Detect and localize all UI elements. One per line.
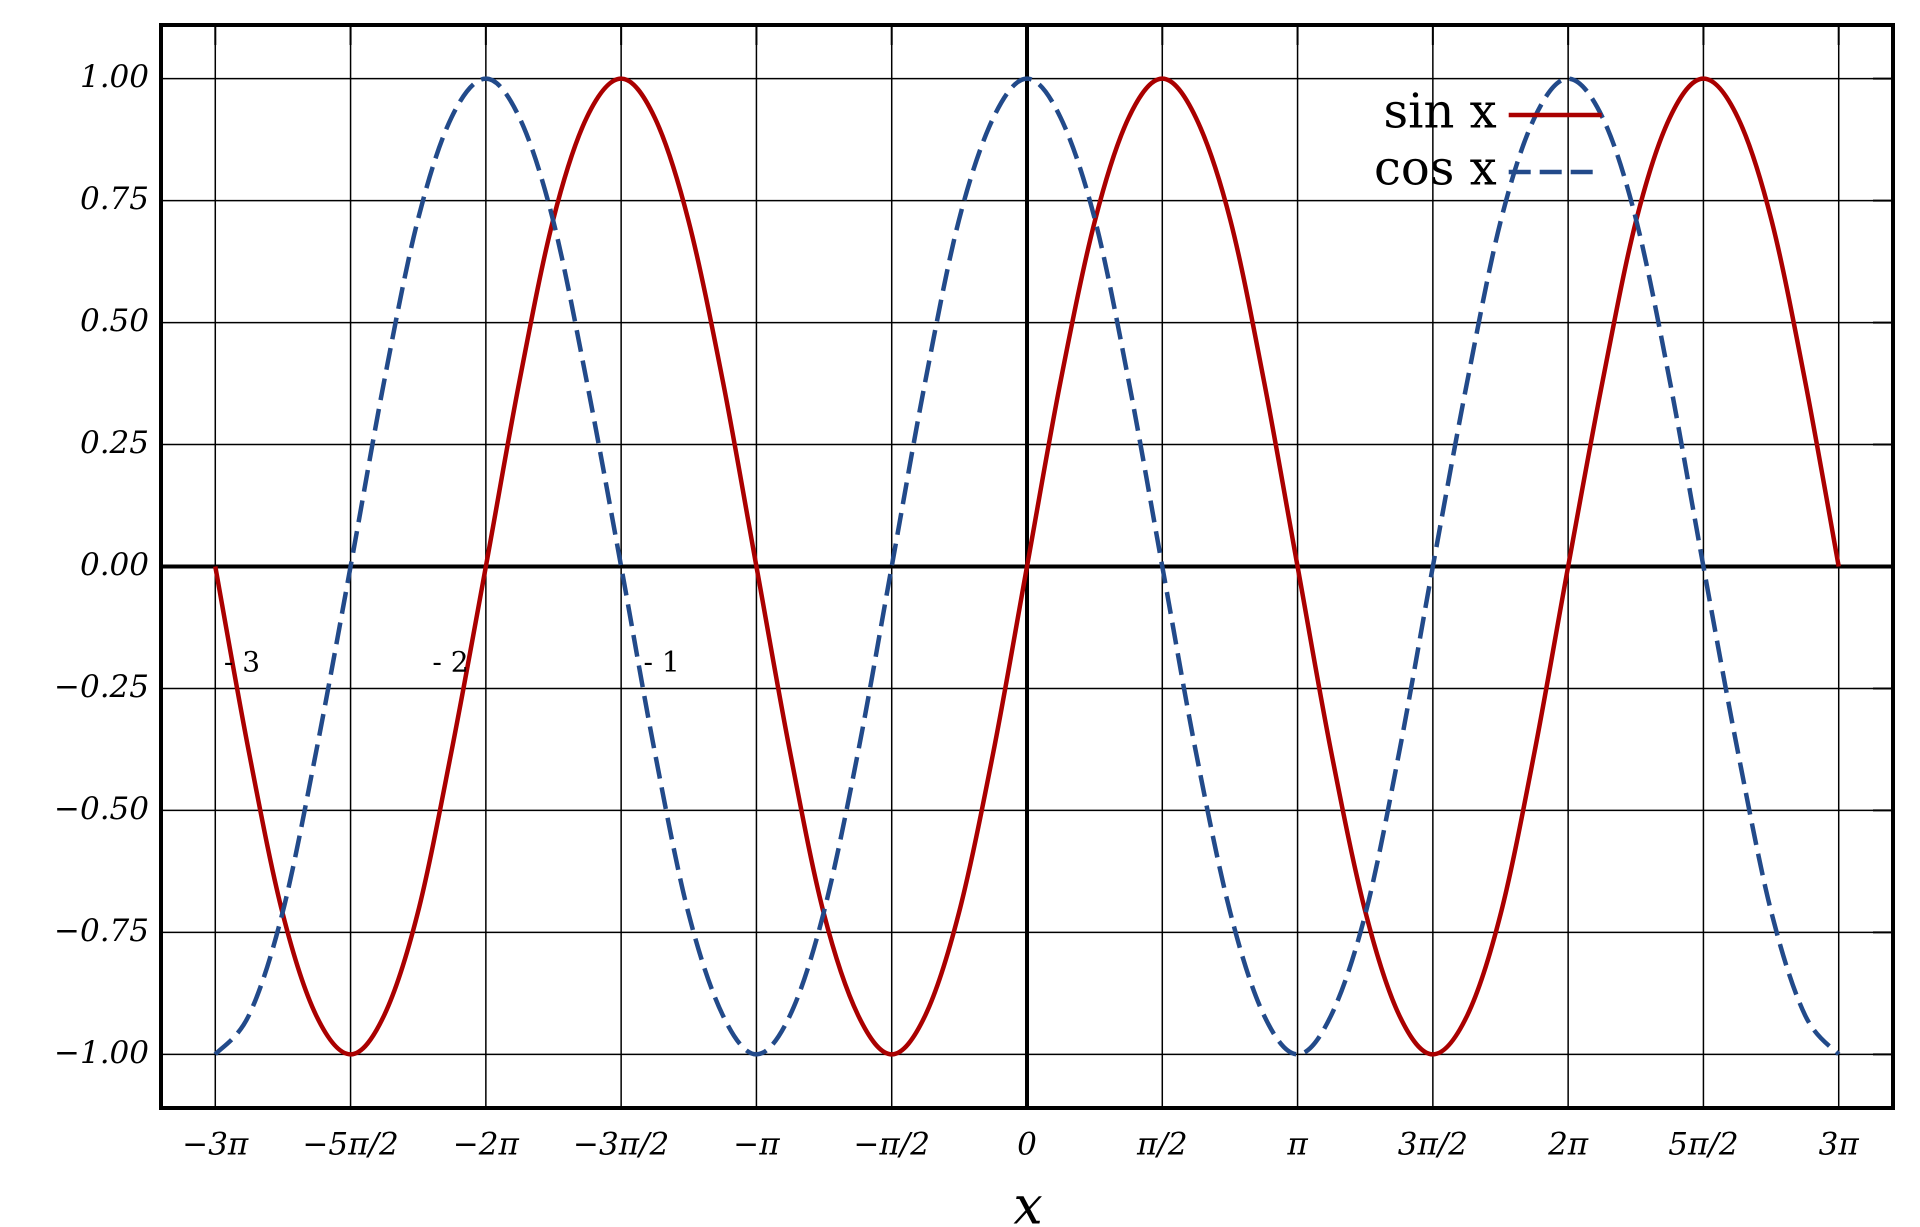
y-tick-label: 1.00 [80, 59, 149, 95]
x-tick-label: −5π/2 [302, 1127, 398, 1163]
x-tick-label: 3π/2 [1398, 1127, 1468, 1163]
series-line [213, 76, 1841, 1057]
x-tick-label: −3π/2 [573, 1127, 669, 1163]
y-tick-label: 0.50 [80, 303, 149, 339]
x-axis-label: x [1013, 1177, 1042, 1227]
x-tick-label: −π/2 [853, 1127, 930, 1163]
y-tick-label: 0.75 [80, 181, 149, 217]
x-tick-label: 0 [1017, 1127, 1037, 1163]
x-tick-label: π/2 [1136, 1127, 1188, 1163]
annotation: - 3 [224, 646, 260, 679]
y-tick-label: −0.25 [54, 669, 149, 705]
x-tick-label: −2π [453, 1127, 520, 1163]
x-tick-label: 2π [1547, 1127, 1589, 1163]
y-tick-label: 0.00 [80, 547, 149, 583]
plot-frame [159, 23, 1895, 1110]
y-tick-label: −1.00 [54, 1035, 149, 1071]
x-tick-label: −π [733, 1127, 780, 1163]
series-line [213, 76, 1841, 1057]
x-tick-label: 3π [1819, 1127, 1860, 1163]
x-tick-label: −3π [182, 1127, 249, 1163]
y-tick-label: −0.75 [54, 913, 149, 949]
y-tick-label: −0.50 [54, 791, 149, 827]
annotation: - 2 [432, 646, 468, 679]
x-tick-label: π [1286, 1127, 1308, 1163]
legend-label: sin x [1383, 84, 1496, 140]
y-tick-label: 0.25 [80, 425, 149, 461]
x-tick-label: 5π/2 [1668, 1127, 1738, 1163]
annotation: - 1 [644, 646, 680, 679]
legend-label: cos x [1374, 141, 1497, 197]
